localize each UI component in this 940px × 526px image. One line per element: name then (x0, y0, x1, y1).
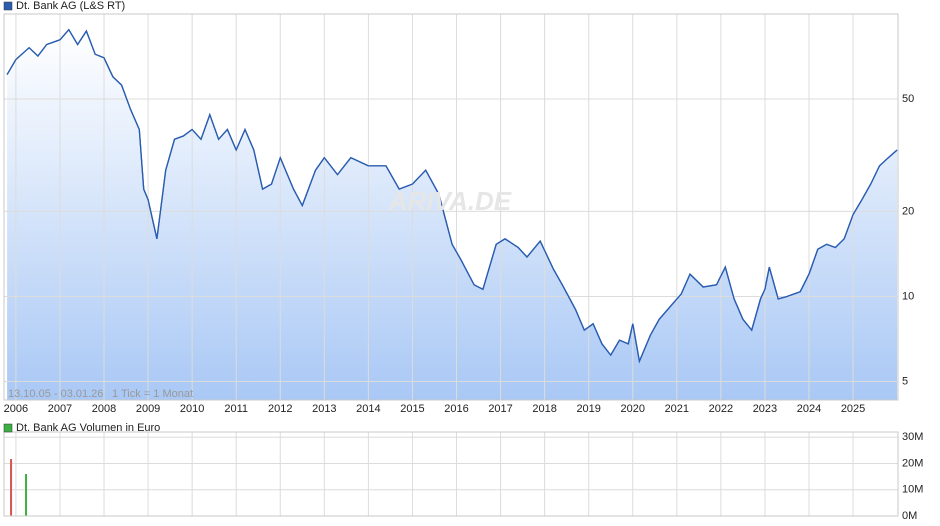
x-tick-label: 2021 (665, 403, 689, 415)
x-tick-label: 2017 (488, 403, 512, 415)
x-tick-label: 2006 (4, 403, 28, 415)
x-tick-label: 2024 (797, 403, 821, 415)
legend-swatch (3, 423, 13, 433)
x-tick-label: 2008 (92, 403, 116, 415)
y-tick-label: 0M (902, 510, 917, 522)
price-line (6, 28, 898, 364)
x-tick-label: 2010 (180, 403, 204, 415)
plot-frame (3, 13, 899, 401)
legend-swatch (3, 1, 13, 11)
y-tick-label: 30M (902, 431, 923, 443)
x-tick-label: 2011 (224, 403, 248, 415)
y-tick-label: 10 (902, 290, 914, 302)
x-tick-label: 2007 (48, 403, 72, 415)
volume-bar (25, 474, 28, 516)
x-tick-label: 2015 (400, 403, 424, 415)
y-tick-label: 10M (902, 484, 923, 496)
x-tick-label: 2019 (576, 403, 600, 415)
tick-info: 1 Tick = 1 Monat (112, 388, 193, 400)
price-area (7, 29, 898, 400)
x-tick-label: 2025 (841, 403, 865, 415)
y-tick-label: 50 (902, 93, 914, 105)
legend-label: Dt. Bank AG Volumen in Euro (16, 422, 160, 434)
x-tick-label: 2009 (136, 403, 160, 415)
x-tick-label: 2020 (621, 403, 645, 415)
x-tick-label: 2023 (753, 403, 777, 415)
x-tick-label: 2012 (268, 403, 292, 415)
date-range: 13.10.05 - 03.01.26 (8, 388, 103, 400)
x-tick-label: 2014 (356, 403, 380, 415)
x-tick-label: 2016 (444, 403, 468, 415)
plot-frame (3, 431, 899, 517)
watermark: ARIVA.DE (388, 186, 512, 216)
x-tick-label: 2022 (709, 403, 733, 415)
y-tick-label: 5 (902, 375, 908, 387)
plot-background (4, 432, 898, 516)
y-tick-label: 20 (902, 205, 914, 217)
x-tick-label: 2013 (312, 403, 336, 415)
legend-label: Dt. Bank AG (L&S RT) (16, 0, 125, 12)
volume-bar (10, 459, 13, 516)
x-tick-label: 2018 (532, 403, 556, 415)
y-tick-label: 20M (902, 457, 923, 469)
